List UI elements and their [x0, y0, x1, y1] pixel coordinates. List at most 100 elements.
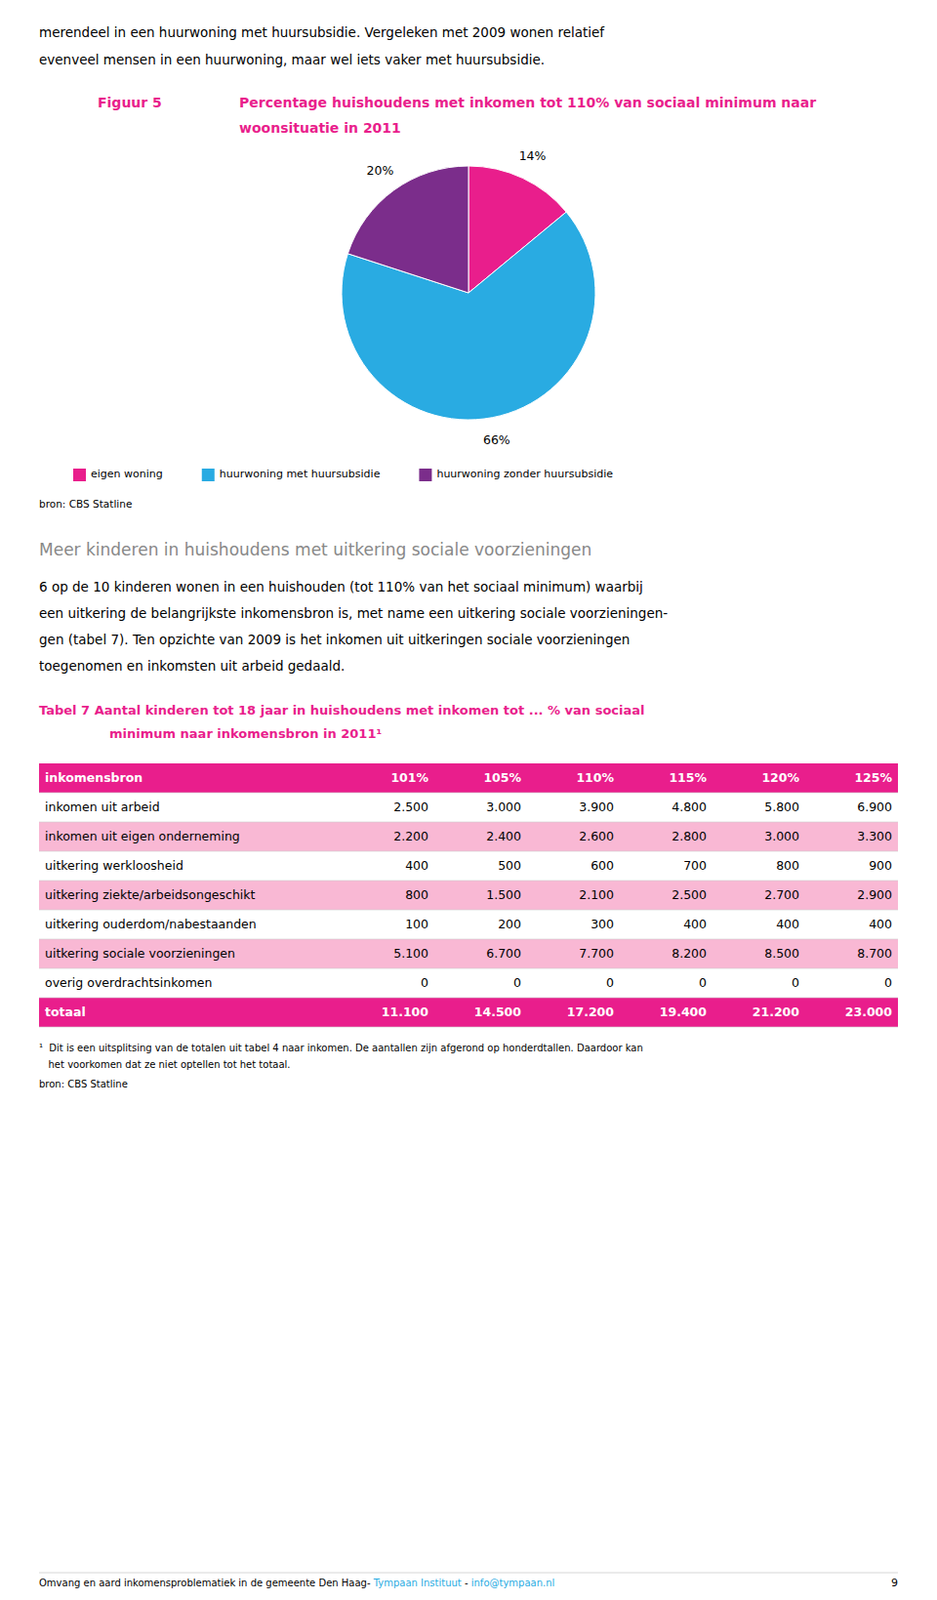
table-cell: 700 [683, 857, 707, 873]
source-note: bron: CBS Statline [39, 1078, 128, 1090]
table-row-label: uitkering ziekte/arbeidsongeschikt [44, 887, 256, 902]
table-cell: 100 [405, 916, 429, 932]
table-cell: 4.800 [671, 799, 707, 815]
pie-slice [347, 165, 469, 293]
table-separator [39, 851, 898, 853]
table-cell: 11.100 [381, 1004, 430, 1019]
body-text: toegenomen en inkomsten uit arbeid gedaa… [39, 657, 345, 674]
table-cell: 1.500 [486, 887, 522, 902]
table-row-label: totaal [44, 1004, 86, 1019]
table-separator [39, 968, 898, 970]
table-cell: 5.100 [393, 945, 429, 961]
table-cell: 900 [868, 857, 893, 873]
table-cell: 300 [590, 916, 614, 932]
chart-title-line: woonsituatie in 2011 [239, 120, 402, 136]
table-cell: 101% [390, 770, 429, 785]
table-row-background [39, 938, 898, 969]
table-separator [39, 792, 898, 794]
table-separator [39, 880, 898, 882]
table-row-background [39, 997, 898, 1027]
footer-rule [39, 1572, 898, 1574]
table-cell: 23.000 [845, 1004, 894, 1019]
table-cell: 14.500 [474, 1004, 523, 1019]
chart-title-line: Percentage huishoudens met inkomen tot 1… [239, 94, 816, 111]
table-row-label: uitkering ouderdom/nabestaanden [44, 916, 257, 932]
footer: Omvang en aard inkomensproblematiek in d… [39, 1577, 555, 1589]
table-cell: 2.600 [578, 828, 614, 844]
table-cell: 6.700 [486, 945, 522, 961]
table-cell: 8.700 [856, 945, 893, 961]
table-cell: 19.400 [659, 1004, 708, 1019]
data-label: 20% [366, 162, 395, 178]
table-separator [39, 997, 898, 999]
body-text: evenveel mensen in een huurwoning, maar … [39, 51, 545, 68]
table-cell: 400 [868, 916, 893, 932]
table-row-label: uitkering werkloosheid [44, 857, 184, 873]
footnote: het voorkomen dat ze niet optellen tot h… [39, 1059, 291, 1070]
table-row-label: inkomen uit arbeid [44, 799, 161, 815]
table-row-background [39, 821, 898, 852]
table-row-background [39, 851, 898, 881]
table-cell: 0 [791, 975, 800, 990]
table-cell: 800 [405, 887, 429, 902]
table: inkomensbron101%105%110%115%120%125%inko… [39, 763, 898, 1027]
table-cell: 3.300 [856, 828, 893, 844]
table-separator [39, 821, 898, 823]
footer-link[interactable]: Tympaan Instituut [372, 1577, 462, 1589]
body-text: merendeel in een huurwoning met huursubs… [39, 24, 606, 41]
pie: 14%66%20% [341, 148, 596, 448]
legend-entry: huurwoning zonder huursubsidie [436, 467, 613, 481]
legend-entry: huurwoning met huursubsidie [219, 467, 381, 481]
table-cell: 2.200 [393, 828, 429, 844]
table-cell: 2.800 [671, 828, 707, 844]
table-cell: 0 [420, 975, 429, 990]
table-row-label: uitkering sociale voorzieningen [44, 945, 236, 961]
table-separator [39, 938, 898, 940]
table-cell: 2.500 [393, 799, 429, 815]
table-cell: 400 [405, 857, 429, 873]
footer-text: - [461, 1577, 472, 1589]
table-cell: 3.000 [764, 828, 800, 844]
table-title: minimum naar inkomensbron in 2011¹ [109, 726, 382, 741]
table-cell: 7.700 [578, 945, 614, 961]
footer-text: Omvang en aard inkomensproblematiek in d… [39, 1577, 374, 1589]
table-cell: 6.900 [856, 799, 893, 815]
table-cell: 8.500 [764, 945, 800, 961]
legend-entry: eigen woning [90, 467, 163, 481]
table-separator [39, 1026, 898, 1028]
table-row-background [39, 763, 898, 793]
chart-title: Percentage huishoudens met inkomen tot 1… [239, 94, 816, 136]
table-cell: 200 [497, 916, 522, 932]
table-title: Tabel 7 Aantal kinderen tot 18 jaar in h… [39, 702, 645, 718]
data-label: 66% [483, 432, 511, 448]
table-row-background [39, 880, 898, 910]
table-row-label: inkomensbron [44, 770, 143, 785]
table-cell: 8.200 [671, 945, 707, 961]
body-text: een uitkering de belangrijkste inkomensb… [39, 605, 668, 621]
table-cell: 5.800 [764, 799, 800, 815]
legend-swatch [202, 468, 215, 482]
section-title: Meer kinderen in huishoudens met uitkeri… [39, 539, 592, 560]
table-cell: 2.700 [764, 887, 800, 902]
table-cell: 21.200 [752, 1004, 801, 1019]
table-cell: 2.500 [671, 887, 707, 902]
footer-link[interactable]: info@tympaan.nl [471, 1577, 556, 1589]
legend-swatch [73, 468, 86, 482]
table-row-background [39, 909, 898, 939]
table-cell: 3.000 [486, 799, 522, 815]
table-cell: 125% [854, 770, 893, 785]
footnote: ¹ Dit is een uitsplitsing van de totalen… [39, 1042, 644, 1054]
table-cell: 0 [513, 975, 522, 990]
legend-swatch [418, 468, 432, 482]
page-number: 9 [891, 1576, 898, 1589]
figure-label: Figuur 5 [97, 94, 163, 111]
table-cell: 2.100 [578, 887, 614, 902]
table-cell: 105% [483, 770, 522, 785]
body-text: gen (tabel 7). Ten opzichte van 2009 is … [39, 631, 630, 648]
table-cell: 0 [884, 975, 893, 990]
table-cell: 3.900 [578, 799, 614, 815]
table-cell: 600 [590, 857, 614, 873]
table-cell: 120% [761, 770, 800, 785]
table-cell: 400 [683, 916, 707, 932]
table-cell: 2.900 [856, 887, 893, 902]
